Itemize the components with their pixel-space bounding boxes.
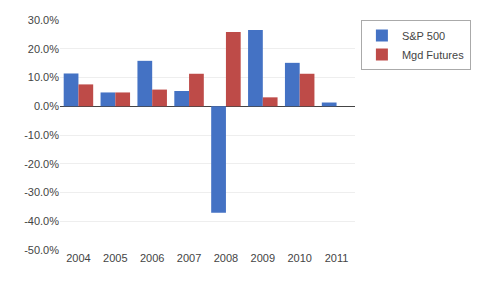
svg-text:S&P 500: S&P 500 xyxy=(402,30,445,42)
svg-text:2006: 2006 xyxy=(140,252,164,264)
svg-text:-20.0%: -20.0% xyxy=(24,158,59,170)
svg-text:2010: 2010 xyxy=(287,252,311,264)
svg-text:2005: 2005 xyxy=(103,252,127,264)
svg-text:20.0%: 20.0% xyxy=(28,43,59,55)
svg-text:-40.0%: -40.0% xyxy=(24,215,59,227)
svg-text:0.0%: 0.0% xyxy=(34,100,59,112)
svg-text:2004: 2004 xyxy=(66,252,90,264)
svg-text:30.0%: 30.0% xyxy=(28,14,59,26)
svg-text:2008: 2008 xyxy=(214,252,238,264)
svg-text:-50.0%: -50.0% xyxy=(24,244,59,256)
svg-text:Mgd Futures: Mgd Futures xyxy=(402,49,464,61)
svg-text:2011: 2011 xyxy=(325,252,349,264)
svg-text:10.0%: 10.0% xyxy=(28,71,59,83)
svg-text:-30.0%: -30.0% xyxy=(24,186,59,198)
svg-text:-10.0%: -10.0% xyxy=(24,129,59,141)
svg-text:2007: 2007 xyxy=(177,252,201,264)
svg-text:2009: 2009 xyxy=(251,252,275,264)
